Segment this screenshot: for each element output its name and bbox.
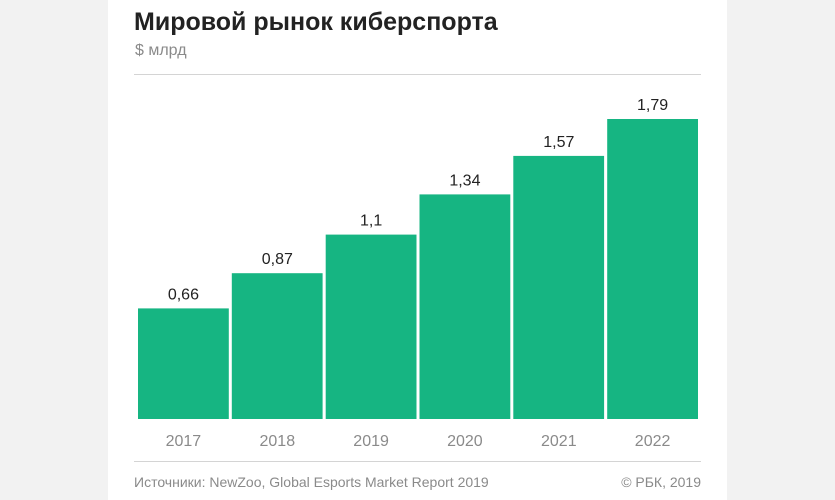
bar-chart: 0,66 2017 0,87 2018 1,1 2019 1,34 2020 1,57 2021 1… xyxy=(138,97,698,450)
value-label-2017: 0,66 xyxy=(168,286,199,303)
x-tick-label-2021: 2021 xyxy=(541,433,577,450)
x-tick-label-2018: 2018 xyxy=(260,433,296,450)
value-label-2019: 1,1 xyxy=(360,213,382,230)
chart-unit-label: $ млрд xyxy=(135,42,187,59)
value-label-2022: 1,79 xyxy=(637,97,668,114)
chart-title: Мировой рынок киберспорта xyxy=(134,8,498,36)
bar-2019 xyxy=(325,234,417,419)
bar-2018 xyxy=(231,273,323,419)
bar-2020 xyxy=(419,194,511,419)
bar-2017 xyxy=(138,308,229,419)
value-label-2018: 0,87 xyxy=(262,251,293,268)
x-tick-label-2020: 2020 xyxy=(447,433,483,450)
top-divider xyxy=(134,74,701,75)
value-label-2021: 1,57 xyxy=(543,134,574,151)
x-tick-label-2017: 2017 xyxy=(166,433,202,450)
value-label-2020: 1,34 xyxy=(449,172,480,189)
bar-2021 xyxy=(513,155,605,419)
x-tick-label-2022: 2022 xyxy=(635,433,671,450)
copyright-note: © РБК, 2019 xyxy=(621,474,701,490)
bottom-divider xyxy=(134,461,701,462)
chart-card: Мировой рынок киберспорта $ млрд 0,66 201… xyxy=(108,0,727,500)
source-note: Источники: NewZoo, Global Esports Market… xyxy=(134,474,489,490)
bar-2022 xyxy=(607,119,698,419)
x-tick-label-2019: 2019 xyxy=(353,433,389,450)
